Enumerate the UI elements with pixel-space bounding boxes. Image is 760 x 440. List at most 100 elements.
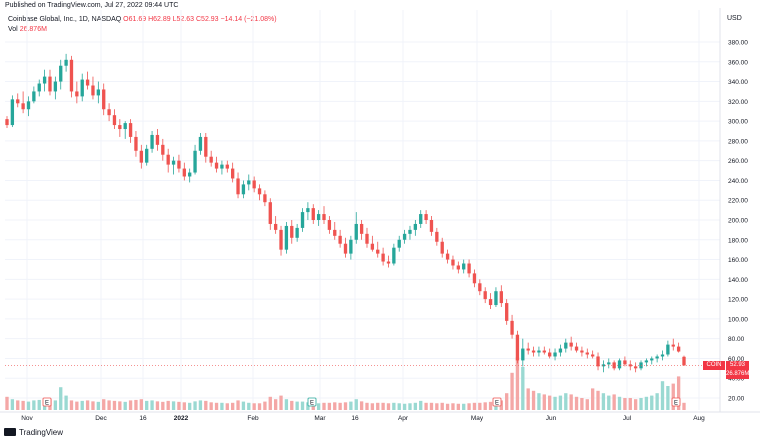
candle-body xyxy=(467,263,471,274)
volume-bar xyxy=(590,388,595,410)
volume-bar xyxy=(257,403,262,410)
candle-body xyxy=(75,91,79,97)
volume-bar xyxy=(279,395,283,410)
volume-bar xyxy=(612,394,616,410)
tradingview-logo-icon xyxy=(4,428,16,436)
volume-bar xyxy=(10,399,15,410)
volume-bar xyxy=(462,403,466,410)
volume-bar xyxy=(472,402,477,410)
candle-body xyxy=(128,123,133,137)
volume-bar xyxy=(220,402,224,410)
candle-body xyxy=(537,350,541,353)
volume-bar xyxy=(644,396,649,410)
volume-bar xyxy=(585,399,589,410)
candle-body xyxy=(214,162,219,169)
candle-body xyxy=(676,346,681,352)
candle-body xyxy=(397,239,401,248)
candle-body xyxy=(365,233,369,244)
y-tick-label: 240.00 xyxy=(728,178,748,185)
candle-body xyxy=(80,79,84,97)
candle-body xyxy=(419,214,423,224)
volume-bar xyxy=(166,400,170,410)
candle-body xyxy=(505,303,509,321)
volume-bar xyxy=(440,402,444,410)
volume-bar xyxy=(37,399,41,410)
candle-body xyxy=(682,356,686,366)
volume-bar xyxy=(515,357,520,410)
x-tick-label: Mar xyxy=(314,415,326,422)
volume-bar xyxy=(21,400,25,410)
volume-bar xyxy=(193,401,197,410)
y-tick-label: 260.00 xyxy=(728,158,748,165)
candle-body xyxy=(48,76,52,92)
candle-body xyxy=(252,180,256,189)
volume-bar xyxy=(655,393,659,410)
candle-body xyxy=(69,59,74,92)
volume-bar xyxy=(660,381,665,410)
candle-body xyxy=(564,342,568,349)
volume-bar xyxy=(85,400,90,410)
volume-bar xyxy=(553,396,557,410)
candle-body xyxy=(548,352,552,357)
volume-bar xyxy=(327,402,332,410)
earnings-marker xyxy=(307,397,317,407)
candle-body xyxy=(241,184,246,195)
volume-bar xyxy=(467,403,471,410)
candle-body xyxy=(220,164,224,169)
volume-bar xyxy=(349,401,353,410)
candle-body xyxy=(488,299,493,306)
volume-legend: Vol 26.876M xyxy=(8,26,47,33)
volume-bar xyxy=(397,403,401,410)
volume-bar xyxy=(322,402,326,410)
candle-body xyxy=(462,263,466,270)
candle-body xyxy=(596,356,600,367)
candle-body xyxy=(574,346,579,351)
candle-body xyxy=(145,148,149,163)
y-tick-label: 100.00 xyxy=(728,316,748,323)
volume-bar xyxy=(424,402,428,410)
volume-bar xyxy=(26,401,31,410)
candle-body xyxy=(392,247,396,264)
candle-body xyxy=(32,91,36,102)
y-tick-label: 40.00 xyxy=(728,376,745,383)
candle-body xyxy=(359,223,364,234)
ohlc-high: H62.89 xyxy=(148,16,171,23)
candle-body xyxy=(37,83,41,92)
symbol-legend: Coinbase Global, Inc., 1D, NASDAQ O61.69… xyxy=(8,16,277,23)
volume-bar xyxy=(456,403,460,410)
candle-body xyxy=(354,223,358,240)
candle-body xyxy=(585,352,589,355)
tradingview-brand[interactable]: TradingView xyxy=(4,428,63,437)
volume-bar xyxy=(306,402,310,410)
volume-bar xyxy=(64,395,68,410)
volume-bar xyxy=(435,403,439,410)
y-tick-label: 220.00 xyxy=(728,198,748,205)
earnings-marker xyxy=(492,397,502,407)
volume-bar xyxy=(32,400,36,410)
volume-bar xyxy=(273,399,278,410)
ohlc-open: O61.69 xyxy=(123,16,147,23)
volume-bar xyxy=(402,403,407,410)
currency-label: USD xyxy=(727,15,742,22)
volume-bar xyxy=(316,403,321,410)
candle-body xyxy=(451,259,455,266)
volume-bar xyxy=(676,376,681,410)
volume-bar xyxy=(171,401,176,410)
volume-bar xyxy=(263,401,267,410)
last-price-tag: 52.93 xyxy=(726,361,749,370)
candle-body xyxy=(16,99,20,104)
earnings-marker xyxy=(671,397,681,407)
volume-bar xyxy=(639,398,643,410)
candle-body xyxy=(231,168,235,179)
volume-bar xyxy=(225,403,229,410)
x-tick-label: Apr xyxy=(398,415,409,422)
y-tick-label: 200.00 xyxy=(728,218,748,225)
ohlc-change: −14.14 (−21.08%) xyxy=(220,16,277,23)
x-tick-label: Nov xyxy=(21,415,33,422)
candle-body xyxy=(236,178,240,195)
candle-body xyxy=(263,194,267,203)
earnings-marker-label: E xyxy=(674,401,678,407)
candle-body xyxy=(617,360,622,369)
candle-body xyxy=(424,214,428,220)
